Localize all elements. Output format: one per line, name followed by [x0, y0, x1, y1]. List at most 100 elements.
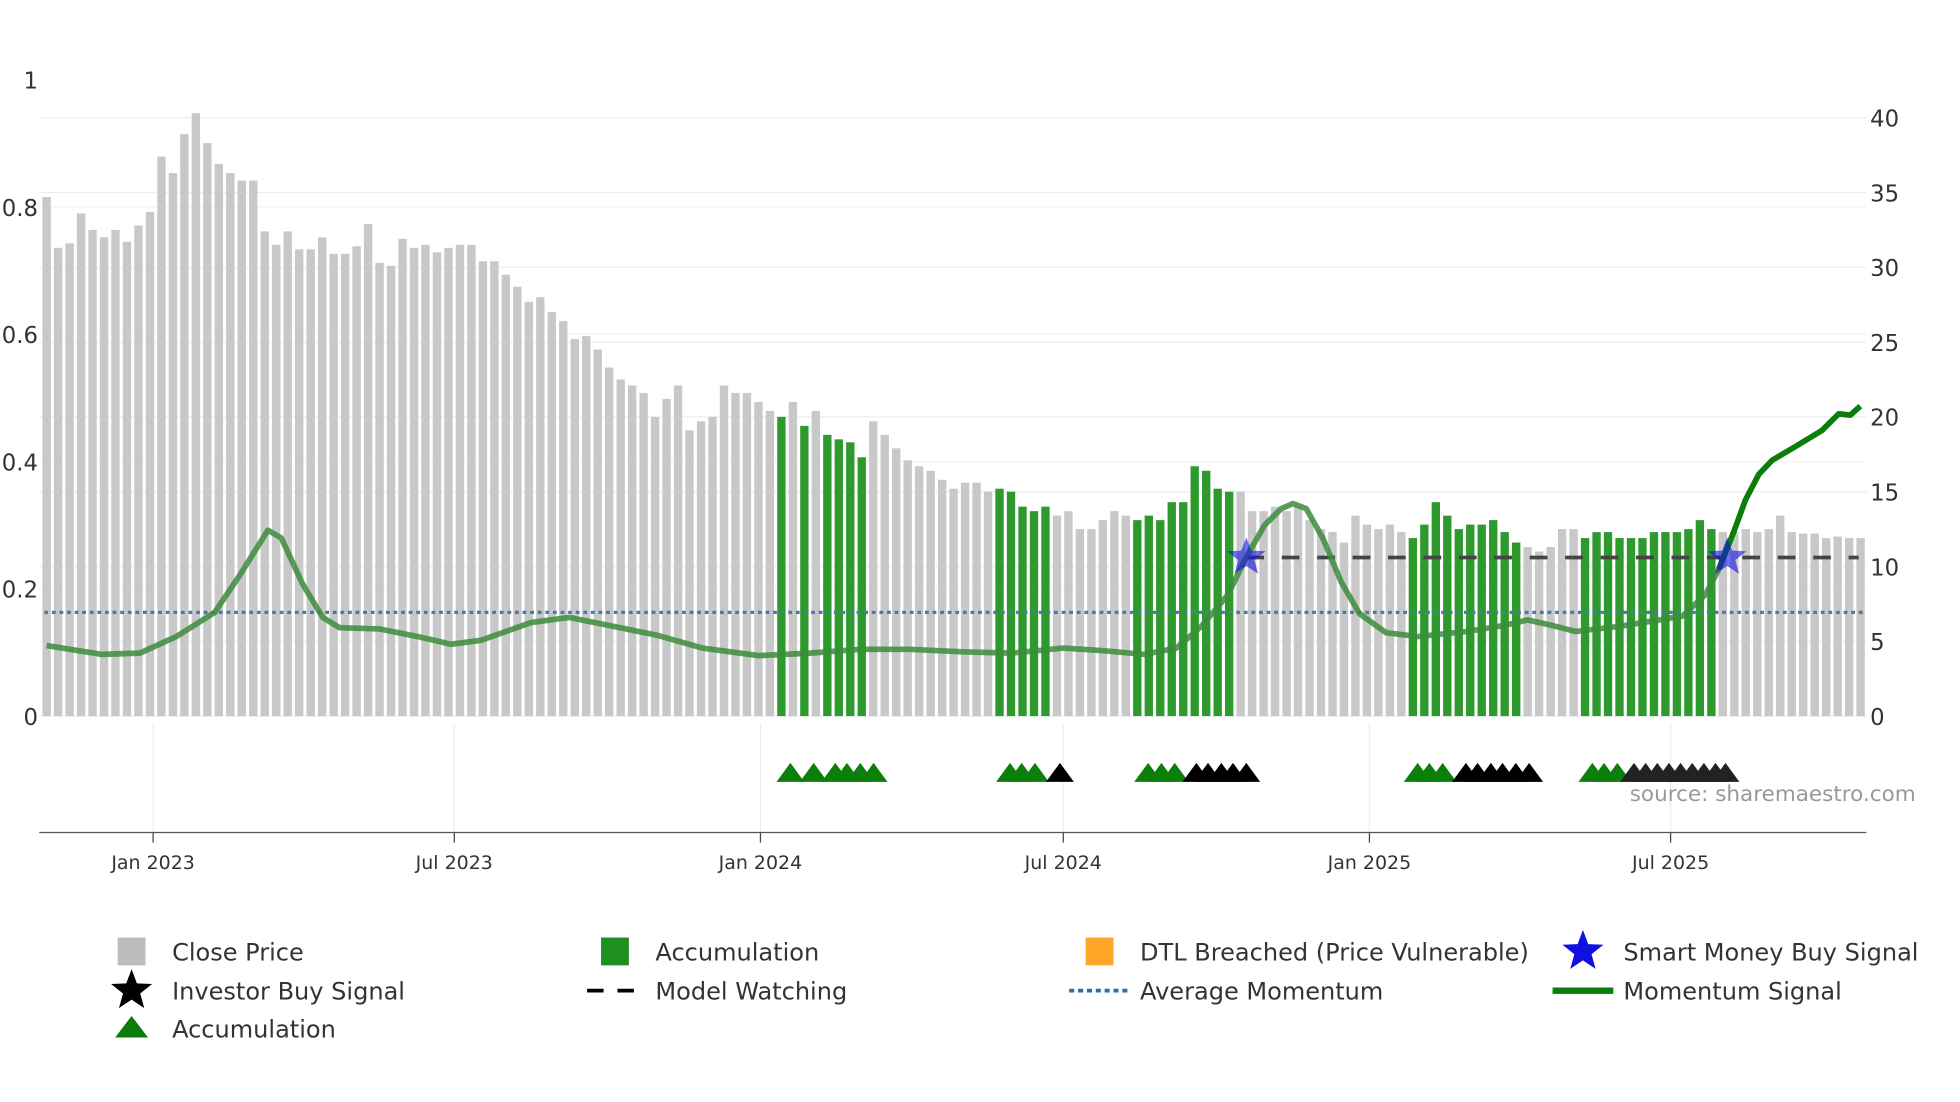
- close-price-bar: [937, 479, 947, 717]
- close-price-bar: [1810, 533, 1819, 717]
- close-price-bar: [317, 237, 327, 717]
- close-price-bar: [1064, 511, 1073, 717]
- momentum-signal-strong-line: [1716, 404, 1863, 571]
- legend-label: Momentum Signal: [1623, 978, 1841, 1006]
- right-tick-label: 40: [1870, 107, 1899, 133]
- x-tick-label: Jan 2025: [1327, 852, 1412, 874]
- legend-label: Accumulation: [172, 1015, 336, 1043]
- close-price-bar: [685, 430, 694, 717]
- accumulation-bar: [1661, 532, 1670, 717]
- accumulation-bar: [1707, 529, 1716, 717]
- close-price-bar: [1546, 547, 1555, 717]
- accumulation-bar: [1041, 506, 1050, 717]
- close-price-bar: [593, 349, 602, 717]
- close-price-bar: [754, 401, 763, 717]
- close-price-bar: [409, 247, 419, 717]
- close-price-bar: [1351, 515, 1360, 717]
- accumulation-bar: [1454, 529, 1463, 717]
- left-tick-label: 0.4: [2, 450, 38, 476]
- close-price-bar: [788, 401, 798, 717]
- accumulation-bar: [1202, 470, 1211, 717]
- close-price-bar: [662, 398, 671, 717]
- close-price-bar: [1305, 520, 1314, 717]
- x-tick-label: Jul 2024: [1024, 852, 1102, 874]
- close-price-bar: [513, 286, 522, 717]
- accumulation-bar: [1477, 524, 1486, 717]
- accumulation-bar: [1420, 524, 1429, 717]
- accumulation-bar: [1167, 502, 1176, 717]
- close-price-bar: [340, 253, 350, 717]
- close-price-bar: [1821, 538, 1831, 717]
- source-label: source: sharemaestro.com: [1630, 782, 1916, 807]
- close-price-bar: [1557, 529, 1567, 717]
- close-price-bar: [1833, 536, 1842, 717]
- accumulation-triangle-icon: [799, 762, 828, 782]
- accumulation-bar: [1672, 532, 1682, 717]
- accumulation-bar: [1649, 532, 1659, 717]
- close-price-bar: [524, 301, 533, 717]
- close-price-bar: [1764, 529, 1773, 717]
- accumulation-bar: [1512, 542, 1521, 717]
- right-tick-label: 20: [1870, 406, 1899, 432]
- close-price-bar: [880, 434, 889, 717]
- accumulation-triangle-icon: [1021, 762, 1049, 782]
- close-price-bar: [329, 253, 338, 717]
- close-price-bar: [1121, 515, 1131, 717]
- close-price-bar: [1753, 532, 1762, 717]
- close-price-bar: [1569, 529, 1578, 717]
- accumulation-bar: [1695, 520, 1705, 717]
- close-price-bar: [260, 231, 269, 717]
- axes: 0 5 10 15 20 25 30 35 40 0 0.2 0.4 0.6 0.8 1 Jan 2023 Ju…: [2, 69, 1899, 875]
- close-price-bar: [616, 379, 625, 717]
- legend-label: DTL Breached (Price Vulnerable): [1140, 938, 1529, 966]
- close-price-bar: [1374, 529, 1383, 717]
- close-price-bar: [122, 241, 132, 717]
- right-tick-label: 30: [1870, 256, 1899, 282]
- accumulation-bar: [1408, 538, 1418, 717]
- close-price-bar: [673, 385, 683, 717]
- close-price-bar: [708, 416, 717, 717]
- close-price-bar: [191, 113, 201, 717]
- close-price-bar: [582, 336, 591, 717]
- close-price-bar: [1534, 551, 1544, 717]
- close-price-bar: [237, 180, 246, 717]
- close-price-bar: [42, 196, 51, 717]
- close-price-bar: [1397, 532, 1406, 717]
- close-price-bar: [536, 297, 545, 717]
- legend-square-icon: [1085, 937, 1114, 966]
- close-price-bar: [352, 246, 361, 717]
- close-price-bar: [65, 243, 74, 717]
- left-tick-label: 0.8: [2, 196, 38, 222]
- close-price-bar: [467, 244, 476, 717]
- legend-square-icon: [117, 937, 146, 966]
- close-price-bar: [1282, 511, 1291, 717]
- close-price-bar: [869, 421, 878, 717]
- close-price-bar: [398, 238, 407, 717]
- close-price-bar: [731, 392, 740, 717]
- right-tick-label: 10: [1870, 555, 1899, 581]
- close-price-bar: [983, 491, 993, 717]
- close-price-bar: [1110, 511, 1119, 717]
- close-price-bar: [1075, 529, 1085, 717]
- close-price-bar: [639, 392, 648, 717]
- accumulation-triangle-icon: [1428, 762, 1457, 782]
- close-price-bar: [547, 312, 556, 717]
- accumulation-bar: [1156, 520, 1165, 717]
- close-price-bar: [765, 410, 775, 717]
- accumulation-bar: [777, 416, 786, 717]
- close-price-bar: [1052, 515, 1062, 717]
- accumulation-bar: [1489, 520, 1498, 717]
- close-price-bar: [1339, 542, 1349, 717]
- signal-markers: [776, 537, 1747, 782]
- accumulation-bar: [834, 439, 843, 717]
- close-price-bar: [145, 211, 155, 717]
- close-price-bars: [42, 113, 1865, 717]
- close-price-bar: [1385, 524, 1395, 717]
- close-price-bar: [892, 448, 901, 717]
- accumulation-bar: [1603, 532, 1613, 717]
- investor-triangle-icon: [1711, 762, 1740, 782]
- close-price-bar: [444, 247, 453, 717]
- close-price-bar: [134, 225, 143, 717]
- close-price-bar: [719, 385, 729, 717]
